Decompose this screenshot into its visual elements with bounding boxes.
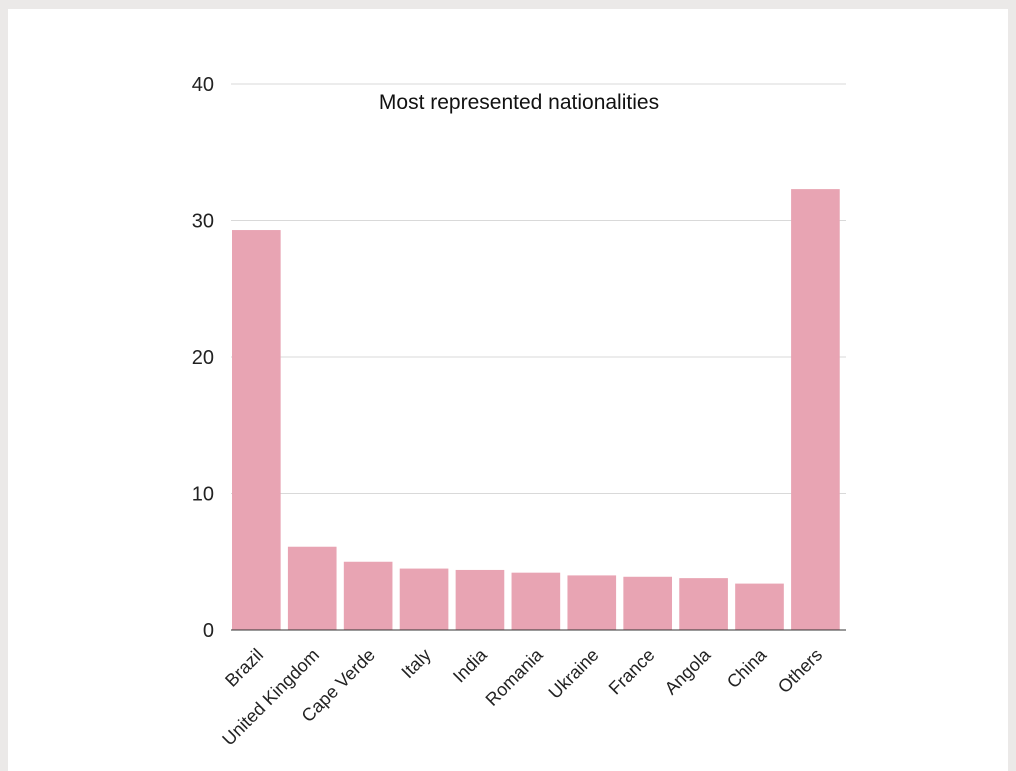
bar — [232, 230, 281, 630]
chart-panel — [8, 9, 1008, 771]
x-tick-label: Brazil — [221, 645, 267, 691]
x-tick-label: Angola — [661, 644, 715, 698]
bar — [735, 583, 784, 630]
bar — [791, 189, 840, 631]
y-tick-label: 40 — [192, 74, 214, 96]
bar — [567, 575, 617, 630]
y-tick-label: 30 — [192, 211, 214, 233]
x-tick-label: India — [449, 644, 491, 686]
y-tick-label: 20 — [192, 347, 214, 369]
bar — [287, 546, 337, 630]
bar — [679, 578, 728, 630]
bar — [511, 572, 561, 630]
bar — [399, 568, 449, 630]
bar — [623, 576, 673, 630]
y-tick-label: 10 — [192, 484, 214, 506]
x-tick-label: Others — [774, 645, 826, 697]
bar — [455, 569, 505, 630]
x-tick-label: China — [723, 644, 771, 692]
x-tick-label: France — [605, 645, 659, 699]
bars — [232, 189, 840, 631]
bar — [343, 561, 393, 630]
x-tick-label: United Kingdom — [218, 645, 323, 750]
y-tick-label: 0 — [203, 620, 214, 642]
x-tick-label: Romania — [482, 644, 548, 710]
y-axis-ticks: 0 10 20 30 40 — [192, 74, 214, 642]
gridlines — [231, 83, 846, 494]
x-tick-label: Ukraine — [545, 645, 603, 703]
chart-title: Most represented nationalities — [379, 91, 659, 114]
x-tick-label: Italy — [397, 645, 434, 682]
